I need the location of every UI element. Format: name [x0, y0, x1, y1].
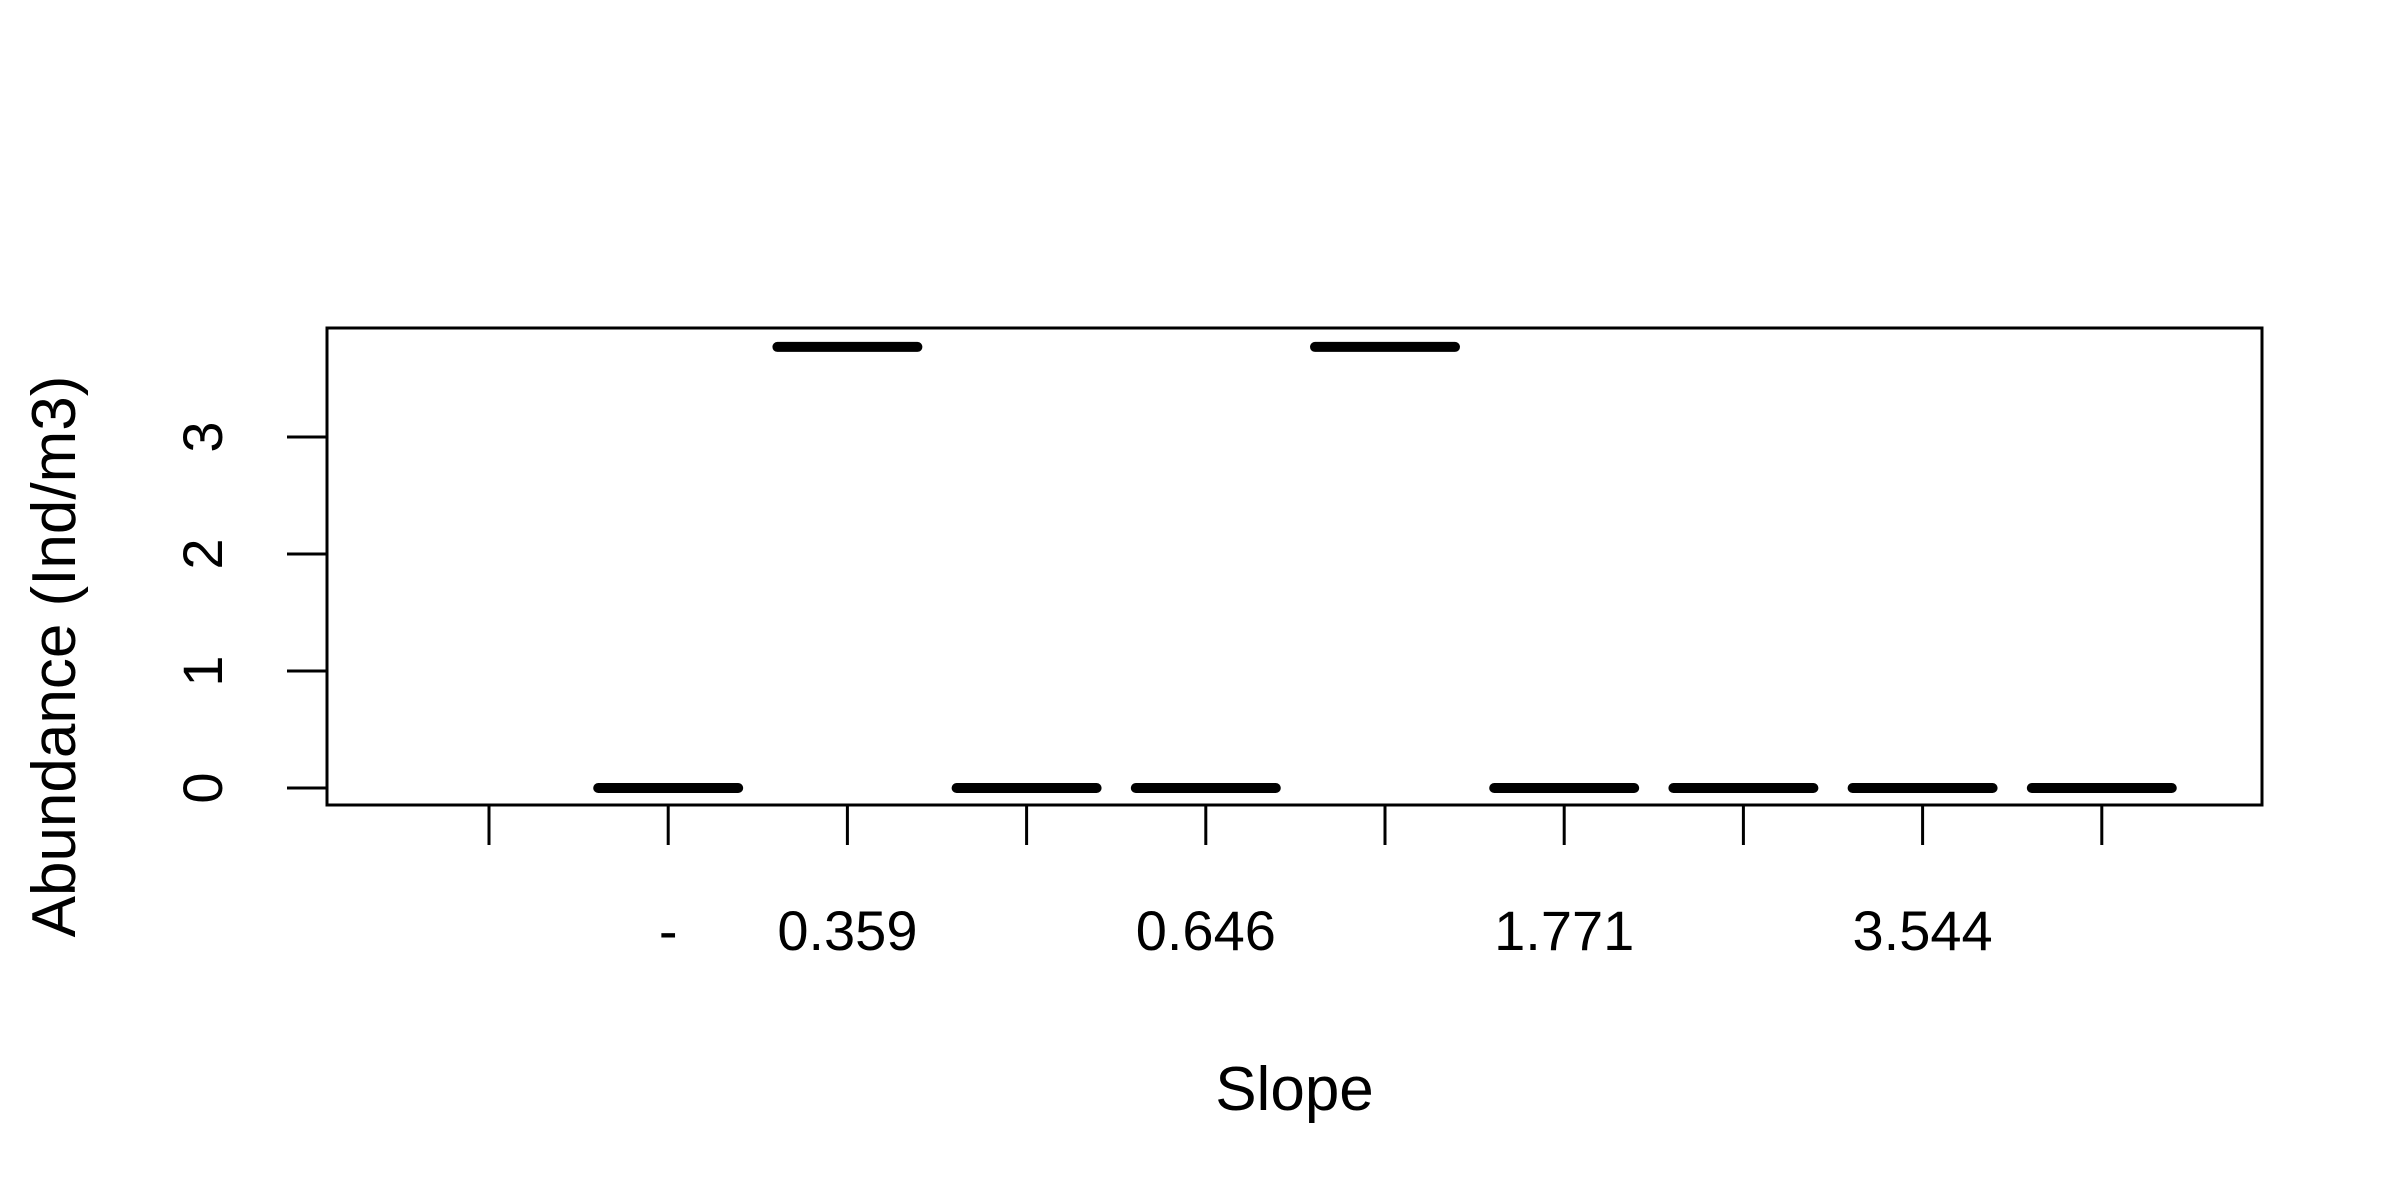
- chart-marks: [593, 341, 2177, 793]
- y-axis-title: Abundance (Ind/m3): [20, 376, 89, 938]
- x-axis-title: Slope: [1215, 1055, 1374, 1124]
- x-tick-label-3: 0.359: [777, 899, 917, 962]
- y-tick-label-0: 0: [171, 772, 234, 803]
- x-tick-label-5: 0.646: [1136, 899, 1276, 962]
- y-tick-label-1: 1: [171, 655, 234, 686]
- y-tick-label-2: 2: [171, 538, 234, 569]
- y-tick-label-3: 3: [171, 421, 234, 452]
- y-axis: 0 1 2 3: [171, 421, 327, 804]
- plot-frame: [325, 326, 2264, 807]
- x-tick-label-7: 1.771: [1494, 899, 1634, 962]
- x-tick-label-9: 3.544: [1853, 899, 1993, 962]
- x-axis: - 0.359 0.646 1.771 3.544: [487, 805, 2104, 962]
- x-tick-label-2: -: [659, 899, 678, 962]
